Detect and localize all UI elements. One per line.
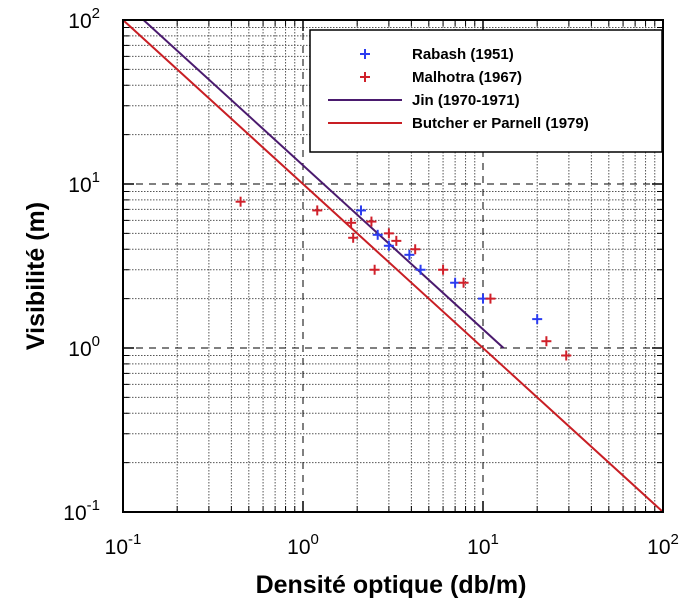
- tick-labels: 10-1 100 101 102 10-1 100 101 102: [63, 5, 679, 559]
- legend-label: Malhotra (1967): [412, 69, 522, 86]
- data-point: [415, 264, 426, 275]
- legend-entry: Malhotra (1967): [360, 69, 522, 86]
- legend-entry: Rabash (1951): [360, 46, 514, 63]
- data-point: [391, 235, 402, 246]
- x-tick-label: 102: [647, 531, 679, 559]
- legend-label: Jin (1970-1971): [412, 92, 520, 109]
- legend-label: Rabash (1951): [412, 46, 514, 63]
- data-point: [404, 249, 415, 260]
- data-point: [372, 229, 383, 240]
- data-point: [312, 205, 323, 216]
- series-line-2: [142, 20, 505, 349]
- data-point: [485, 293, 496, 304]
- data-point: [458, 277, 469, 288]
- data-point: [541, 336, 552, 347]
- legend-label: Butcher er Parnell (1979): [412, 115, 589, 132]
- series-lines: [123, 20, 663, 512]
- x-tick-label: 101: [467, 531, 499, 559]
- data-point: [410, 244, 421, 255]
- x-tick-label: 10-1: [105, 531, 142, 559]
- x-tick-label: 100: [287, 531, 319, 559]
- y-axis-title: Visibilité (m): [22, 202, 50, 350]
- data-point: [383, 228, 394, 239]
- data-point: [532, 314, 543, 325]
- y-tick-label: 100: [68, 333, 100, 361]
- legend-box: [309, 29, 663, 153]
- data-point: [383, 240, 394, 251]
- series-line-3: [123, 20, 663, 512]
- data-point: [366, 216, 377, 227]
- data-point: [561, 350, 572, 361]
- plot-frame: [122, 19, 664, 513]
- y-tick-label: 102: [68, 5, 100, 33]
- legend-entry: Jin (1970-1971): [328, 92, 520, 109]
- x-axis-title: Densité optique (db/m): [256, 571, 527, 599]
- data-point: [438, 264, 449, 275]
- series-points: [235, 196, 572, 361]
- data-point: [369, 264, 380, 275]
- data-point: [355, 205, 366, 216]
- legend: Rabash (1951) Malhotra (1967) Jin (1970-19…: [309, 29, 663, 153]
- data-point: [235, 196, 246, 207]
- data-point: [348, 232, 359, 243]
- data-point: [346, 217, 357, 228]
- y-tick-label: 101: [68, 169, 100, 197]
- legend-entry: Butcher er Parnell (1979): [328, 115, 589, 132]
- data-point: [450, 277, 461, 288]
- y-tick-label: 10-1: [63, 497, 100, 525]
